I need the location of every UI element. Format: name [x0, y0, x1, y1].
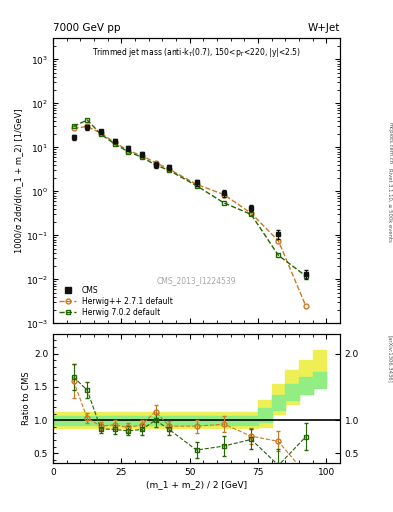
Text: W+Jet: W+Jet — [308, 23, 340, 33]
X-axis label: (m_1 + m_2) / 2 [GeV]: (m_1 + m_2) / 2 [GeV] — [146, 480, 247, 489]
Text: mcplots.cern.ch: mcplots.cern.ch — [387, 122, 392, 164]
Text: Rivet 3.1.10, ≥ 500k events: Rivet 3.1.10, ≥ 500k events — [387, 168, 392, 242]
Legend: CMS, Herwig++ 2.7.1 default, Herwig 7.0.2 default: CMS, Herwig++ 2.7.1 default, Herwig 7.0.… — [57, 284, 175, 319]
Text: CMS_2013_I1224539: CMS_2013_I1224539 — [157, 276, 236, 285]
Y-axis label: 1000/σ 2dσ/d(m_1 + m_2) [1/GeV]: 1000/σ 2dσ/d(m_1 + m_2) [1/GeV] — [14, 109, 23, 253]
Text: 7000 GeV pp: 7000 GeV pp — [53, 23, 121, 33]
Y-axis label: Ratio to CMS: Ratio to CMS — [22, 372, 31, 425]
Text: Trimmed jet mass (anti-k$_T$(0.7), 150<p$_T$<220, |y|<2.5): Trimmed jet mass (anti-k$_T$(0.7), 150<p… — [92, 46, 301, 58]
Text: [arXiv:1306.3436]: [arXiv:1306.3436] — [387, 334, 392, 382]
